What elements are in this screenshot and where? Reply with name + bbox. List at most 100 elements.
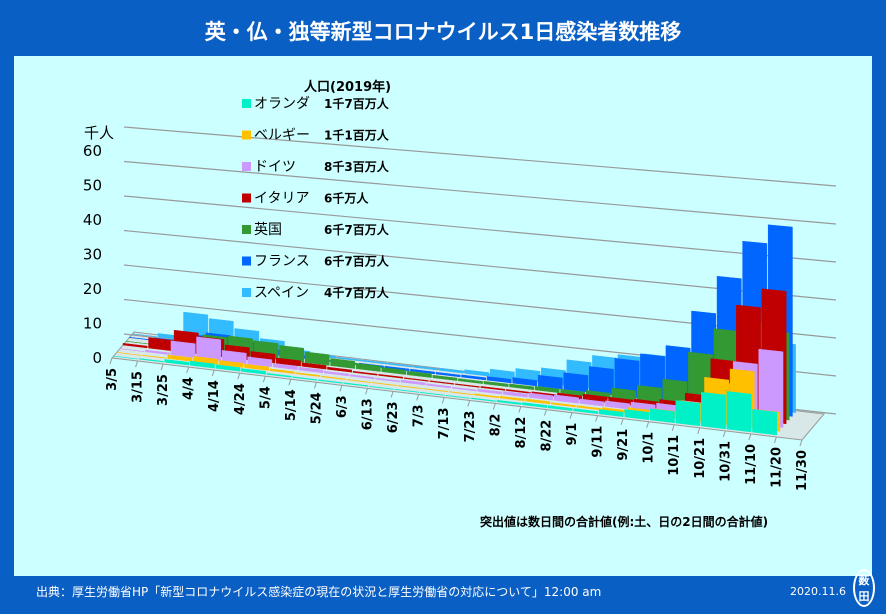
bar-オランダ: [266, 373, 292, 378]
bar-英国: [534, 385, 560, 394]
bar-英国: [407, 370, 432, 378]
legend-population: 6千7百万人: [324, 222, 390, 237]
legend-population: 4千7百万人: [324, 285, 390, 300]
y-tick-label: 10: [83, 315, 102, 333]
x-tick-label: 9/21: [616, 429, 631, 461]
x-tick: [262, 376, 266, 383]
x-tick: [237, 373, 241, 380]
plot-panel: 0 10 20 30 40 50 60 千人 3/5 3/15 3/25 4/4 4/14 4/24 5/4…: [14, 56, 872, 576]
bar-ベルギー: [576, 405, 602, 411]
bar-フランス: [512, 377, 538, 387]
y-tick-label: 50: [83, 177, 102, 195]
legend-swatch: [242, 162, 251, 171]
bar-ドイツ: [145, 349, 170, 355]
x-tick: [697, 427, 701, 435]
bar-ベルギー: [346, 379, 372, 383]
x-tick: [109, 357, 113, 365]
bar-ベルギー: [295, 372, 321, 377]
x-tick: [390, 391, 394, 398]
x-tick: [595, 415, 599, 422]
bar-ベルギー: [244, 363, 270, 371]
y-tick-label: 20: [83, 280, 102, 298]
bar-イタリア: [122, 342, 148, 349]
legend-label: ベルギー: [254, 128, 310, 144]
bar-イタリア: [429, 380, 455, 385]
bar-ドイツ: [349, 374, 375, 380]
legend-swatch: [242, 193, 251, 203]
x-tick: [543, 409, 547, 416]
bar-ベルギー: [474, 393, 500, 399]
author-seal-logo: 薮田: [853, 569, 875, 607]
bar-英国: [560, 388, 586, 397]
bar-ベルギー: [142, 354, 167, 359]
legend-population: 8千3百万人: [324, 159, 390, 174]
x-tick: [773, 436, 777, 444]
gridline: [123, 195, 837, 263]
bar-スペイン: [489, 368, 515, 380]
legend-label: 英国: [254, 221, 282, 238]
x-tick-label: 6/13: [361, 398, 376, 430]
bar-ドイツ: [451, 386, 477, 392]
bar-スペイン: [132, 333, 157, 337]
bar-フランス: [589, 366, 614, 396]
bar-イタリア: [378, 374, 404, 379]
bar-イタリア: [506, 389, 531, 394]
legend-label: オランダ: [254, 96, 310, 112]
bar-イタリア: [148, 337, 174, 352]
legend-label: スペイン: [254, 285, 309, 301]
bar-英国: [381, 367, 407, 375]
legend-population: 6千万人: [324, 191, 369, 206]
bar-オランダ: [624, 409, 650, 421]
x-tick: [365, 388, 369, 395]
x-tick: [313, 382, 317, 389]
bar-ドイツ: [400, 379, 426, 386]
x-tick-label: 7/23: [463, 411, 478, 443]
bar-スペイン: [464, 369, 490, 377]
bar-ドイツ: [554, 394, 579, 404]
bar-イタリア: [480, 386, 506, 391]
x-tick: [339, 385, 343, 392]
x-tick: [467, 400, 471, 407]
chart-title: 英・仏・独等新型コロナウイルス1日感染者数推移: [204, 20, 682, 44]
legend-swatch: [242, 99, 251, 108]
bar-ベルギー: [269, 368, 295, 374]
bar-英国: [432, 374, 458, 381]
x-tick-label: 5/14: [284, 389, 299, 421]
bar-スペイン: [413, 365, 439, 371]
bar-オランダ: [522, 402, 547, 408]
x-tick-label: 8/22: [539, 420, 554, 452]
bar-オランダ: [292, 376, 317, 381]
y-tick-label: 40: [83, 211, 102, 229]
bar-オランダ: [598, 409, 624, 418]
x-tick: [722, 430, 726, 438]
x-tick: [416, 394, 420, 401]
x-tick-label: 5/4: [258, 386, 273, 409]
bar-ベルギー: [423, 388, 448, 393]
x-tick-label: 5/24: [309, 392, 324, 424]
source-note: 出典：厚生労働省HP「新型コロナウイルス感染症の現在の状況と厚生労働省の対応につ…: [36, 585, 602, 599]
x-tick: [441, 397, 445, 404]
bar-ベルギー: [372, 382, 397, 386]
legend-label: フランス: [254, 254, 310, 270]
bar-スペイン: [336, 356, 362, 362]
x-tick-label: 3/15: [131, 371, 146, 403]
legend-population: 6千7百万人: [324, 254, 390, 269]
bar-オランダ: [419, 391, 445, 396]
x-tick: [288, 379, 292, 386]
legend-label: ドイツ: [254, 159, 296, 175]
x-tick-label: 10/11: [667, 435, 682, 476]
bar-ドイツ: [579, 398, 605, 407]
bar-イタリア: [352, 370, 378, 376]
x-tick: [620, 418, 624, 425]
bar-フランス: [461, 374, 487, 381]
bar-オランダ: [343, 382, 369, 387]
bar-ドイツ: [426, 383, 452, 389]
legend-population: 1千1百万人: [324, 128, 390, 143]
gridline: [123, 160, 837, 225]
x-tick: [160, 363, 164, 371]
legend-swatch: [242, 130, 251, 140]
bar-フランス: [435, 371, 461, 378]
bar-フランス: [486, 376, 512, 384]
legend-title: 人口(2019年): [304, 79, 391, 95]
bar-ベルギー: [320, 375, 346, 380]
